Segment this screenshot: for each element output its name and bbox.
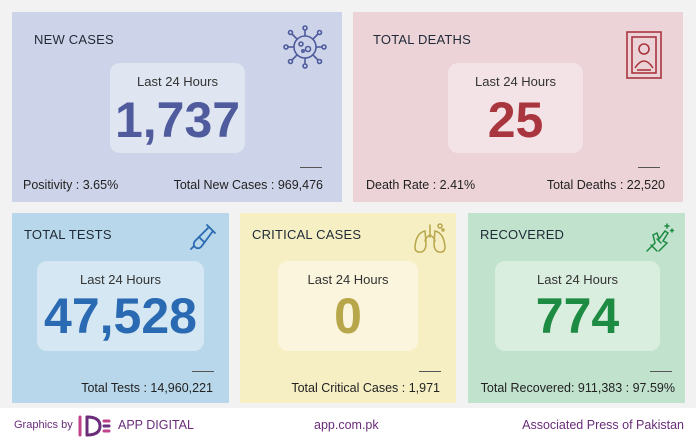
app-digital-logo-icon	[78, 415, 111, 437]
graphics-by-label: Graphics by	[14, 419, 73, 431]
total-tests-value: 47,528	[44, 288, 197, 344]
total-deaths-panel: Last 24 Hours 25	[448, 63, 583, 153]
divider	[300, 167, 322, 168]
critical-cases-value: 0	[334, 288, 362, 344]
lungs-icon	[414, 223, 446, 253]
site-url[interactable]: app.com.pk	[314, 418, 379, 432]
critical-cases-card: CRITICAL CASES Last 24 Hours 0 Total Cri…	[240, 213, 456, 403]
total-new-cases-stat: Total New Cases : 969,476	[173, 178, 323, 192]
total-tests-period: Last 24 Hours	[80, 272, 161, 287]
new-cases-card: NEW CASES Last 24 Hours 1,737 Positivity…	[12, 12, 342, 202]
total-recovered-stat: Total Recovered: 911,383 : 97.59%	[480, 381, 675, 395]
portrait-frame-icon	[626, 31, 662, 79]
total-critical-cases-stat: Total Critical Cases : 1,971	[291, 381, 440, 395]
total-deaths-card: TOTAL DEATHS Last 24 Hours 25 Death Rate…	[353, 12, 683, 202]
divider	[638, 167, 660, 168]
critical-cases-panel: Last 24 Hours 0	[278, 261, 418, 351]
positivity-stat: Positivity : 3.65%	[23, 178, 119, 192]
death-rate-stat: Death Rate : 2.41%	[366, 178, 476, 192]
virus-icon	[283, 25, 327, 69]
recovered-panel: Last 24 Hours 774	[495, 261, 660, 351]
divider	[419, 371, 441, 372]
bandaged-hand-icon	[646, 223, 675, 252]
new-cases-value: 1,737	[114, 92, 241, 148]
new-cases-panel: Last 24 Hours 1,737	[110, 63, 245, 153]
total-deaths-value: 25	[487, 92, 544, 148]
recovered-period: Last 24 Hours	[537, 272, 618, 287]
agency-name: Associated Press of Pakistan	[522, 418, 684, 432]
total-deaths-title: TOTAL DEATHS	[373, 32, 471, 47]
footer-bar: Graphics by APP DIGITAL app.com.pk Assoc…	[0, 408, 696, 447]
recovered-title: RECOVERED	[480, 227, 565, 242]
divider	[192, 371, 214, 372]
app-digital-brand: APP DIGITAL	[118, 418, 194, 432]
total-tests-stat: Total Tests : 14,960,221	[81, 381, 213, 395]
total-tests-panel: Last 24 Hours 47,528	[37, 261, 204, 351]
total-deaths-stat: Total Deaths : 22,520	[546, 178, 665, 192]
recovered-card: RECOVERED Last 24 Hours 774 Total Recove…	[468, 213, 685, 403]
total-tests-card: TOTAL TESTS Last 24 Hours 47,528 Total T…	[12, 213, 229, 403]
divider	[650, 371, 672, 372]
new-cases-title: NEW CASES	[34, 32, 114, 47]
total-deaths-period: Last 24 Hours	[475, 74, 556, 89]
test-tube-icon	[190, 224, 216, 250]
critical-cases-title: CRITICAL CASES	[252, 227, 362, 242]
recovered-value: 774	[535, 288, 620, 344]
new-cases-period: Last 24 Hours	[137, 74, 218, 89]
total-tests-title: TOTAL TESTS	[24, 227, 112, 242]
critical-cases-period: Last 24 Hours	[307, 272, 389, 287]
